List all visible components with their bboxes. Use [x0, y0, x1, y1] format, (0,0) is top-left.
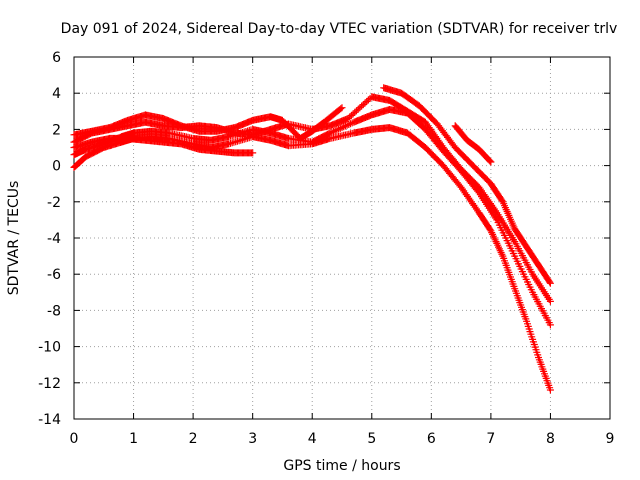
series-track-6	[380, 84, 554, 287]
x-tick-label: 5	[367, 431, 376, 447]
y-axis-label: SDTVAR / TECUs	[6, 181, 22, 296]
series-group	[70, 84, 554, 394]
series-markers	[451, 122, 495, 166]
y-tick-label: -2	[47, 195, 61, 211]
y-tick-label: -12	[38, 376, 61, 392]
y-tick-label: -14	[38, 412, 61, 428]
series-track-7	[451, 122, 495, 166]
series-line	[73, 126, 552, 391]
y-tick-label: 4	[52, 86, 61, 102]
series-track-5	[70, 134, 257, 157]
series-track-4	[70, 104, 346, 142]
y-tick-label: -6	[47, 267, 61, 283]
x-axis-label: GPS time / hours	[283, 458, 400, 474]
chart-title: Day 091 of 2024, Sidereal Day-to-day VTE…	[61, 21, 618, 37]
x-tick-label: 4	[308, 431, 317, 447]
x-tick-label: 7	[486, 431, 495, 447]
grid	[74, 57, 610, 419]
y-tick-label: 2	[52, 122, 61, 138]
x-tick-label: 8	[546, 431, 555, 447]
x-tick-label: 6	[427, 431, 436, 447]
y-tick-label: -8	[47, 303, 61, 319]
x-tick-label: 1	[129, 431, 138, 447]
y-tick-label: -4	[47, 231, 61, 247]
x-tick-label: 3	[248, 431, 257, 447]
x-tick-label: 0	[70, 431, 79, 447]
axis-ticks: 0 1 2 3 4 5 6 7 8 9 -14 -12 -10 -8 -6 -4 -2 0 2 4 6	[38, 50, 614, 447]
x-tick-label: 2	[189, 431, 198, 447]
series-markers	[70, 134, 257, 157]
series-markers	[70, 104, 346, 142]
y-tick-label: 0	[52, 159, 61, 175]
y-tick-label: -10	[38, 340, 61, 356]
series-markers	[380, 84, 554, 287]
y-tick-label: 6	[52, 50, 61, 66]
x-tick-label: 9	[606, 431, 615, 447]
